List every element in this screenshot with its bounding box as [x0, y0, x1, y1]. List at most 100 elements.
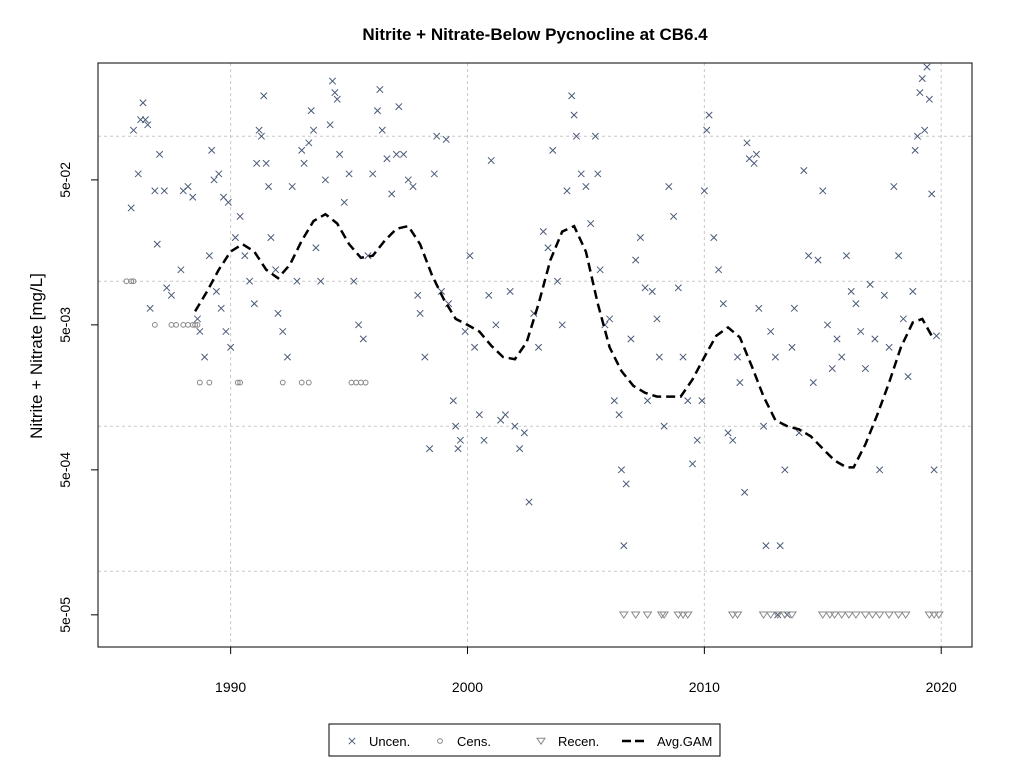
uncensored-point — [350, 277, 358, 285]
uncensored-point — [317, 277, 325, 285]
uncensored-point — [262, 159, 270, 167]
uncensored-point — [127, 204, 135, 212]
uncensored-point — [274, 309, 282, 317]
recensored-point — [874, 611, 885, 619]
uncensored-point — [610, 397, 618, 405]
legend-label: Avg.GAM — [657, 734, 712, 749]
uncensored-point — [307, 107, 315, 115]
uncensored-point — [321, 176, 329, 184]
uncensored-point — [755, 304, 763, 312]
uncensored-point — [620, 542, 628, 550]
gam-curve — [194, 212, 933, 469]
uncensored-point — [471, 343, 479, 351]
uncensored-point — [520, 429, 528, 437]
uncensored-point — [693, 436, 701, 444]
uncensored-point — [760, 422, 768, 430]
uncensored-point — [890, 182, 898, 191]
uncensored-point — [880, 291, 888, 299]
legend-censored-marker — [437, 738, 443, 744]
uncensored-point — [208, 146, 216, 154]
uncensored-point — [378, 126, 386, 134]
x-tick-label: 2000 — [452, 679, 483, 695]
recensored-point — [867, 611, 878, 619]
uncensored-point — [539, 228, 547, 236]
censored-point — [237, 379, 244, 386]
uncensored-point — [930, 466, 938, 474]
uncensored-point — [596, 266, 604, 274]
uncensored-point — [305, 139, 313, 147]
uncensored-point — [236, 212, 244, 220]
uncensored-point — [461, 327, 469, 336]
uncensored-point — [201, 353, 209, 361]
uncensored-point — [189, 193, 197, 201]
censored-point — [194, 321, 201, 328]
recensored-point — [843, 611, 854, 619]
uncensored-point — [376, 85, 384, 94]
uncensored-point — [752, 150, 761, 158]
uncensored-point — [842, 252, 851, 260]
uncensored-point — [724, 429, 732, 437]
uncensored-point — [838, 353, 846, 361]
censored-point — [206, 379, 213, 386]
recensored-point — [817, 611, 828, 619]
censored-point — [128, 278, 135, 285]
uncensored-point — [416, 309, 424, 317]
uncensored-point — [534, 343, 543, 351]
uncensored-point — [511, 422, 519, 430]
plot-frame — [97, 62, 973, 648]
uncensored-point — [715, 266, 723, 274]
uncensored-point — [558, 321, 566, 329]
legend-recensored-marker — [536, 737, 546, 746]
uncensored-point — [776, 542, 784, 550]
uncensored-point — [255, 126, 263, 134]
censored-point — [305, 379, 312, 386]
uncensored-point — [570, 111, 578, 119]
gam-line — [194, 212, 933, 469]
uncensored-point — [774, 611, 782, 619]
axes: 1990 2000 2010 2020 5e-02 5e-03 5e-04 5e-05 — [57, 162, 957, 695]
recensored-point — [779, 611, 790, 619]
uncensored-point — [151, 187, 159, 195]
uncensored-point — [705, 111, 713, 119]
uncensored-point — [904, 373, 912, 381]
uncensored-point — [909, 287, 917, 296]
uncensored-point — [250, 300, 258, 308]
recensored-point — [659, 611, 670, 619]
uncensored-point — [212, 287, 220, 296]
uncensored-point — [205, 252, 213, 260]
uncensored-point — [847, 287, 855, 296]
uncensored-point — [622, 480, 630, 488]
recensored-point — [765, 611, 776, 619]
recensored-point — [829, 611, 840, 619]
recensored-point — [933, 611, 944, 619]
uncensored-point — [563, 187, 571, 195]
uncensored-point — [231, 234, 239, 242]
uncensored-point — [790, 304, 798, 312]
uncensored-point — [506, 287, 514, 296]
recensored-point — [673, 611, 684, 619]
uncensored-point — [568, 92, 576, 100]
uncensored-point — [298, 146, 306, 154]
censored-point — [298, 379, 305, 386]
uncensored-point — [312, 244, 320, 252]
uncensored-point — [660, 422, 668, 430]
uncensored-point — [736, 379, 744, 387]
uncensored-point — [866, 280, 874, 289]
uncensored-point — [336, 150, 344, 158]
uncensored-point — [328, 77, 337, 85]
uncensored-point — [326, 121, 334, 129]
uncensored-point — [653, 315, 661, 323]
uncensored-point — [819, 187, 827, 195]
uncensored-point — [636, 234, 644, 242]
uncensored-point — [293, 277, 301, 285]
uncensored-point — [340, 198, 348, 206]
y-axis-label: Nitrite + Nitrate [mg/L] — [27, 273, 46, 439]
recensored-point — [678, 611, 688, 619]
recensored-point — [884, 611, 895, 619]
uncensored-point — [373, 107, 382, 115]
recensored-point — [727, 611, 738, 619]
uncensored-point — [139, 99, 147, 107]
recensored-point — [824, 611, 835, 619]
uncensored-point — [921, 126, 929, 134]
uncensored-point — [309, 126, 318, 134]
